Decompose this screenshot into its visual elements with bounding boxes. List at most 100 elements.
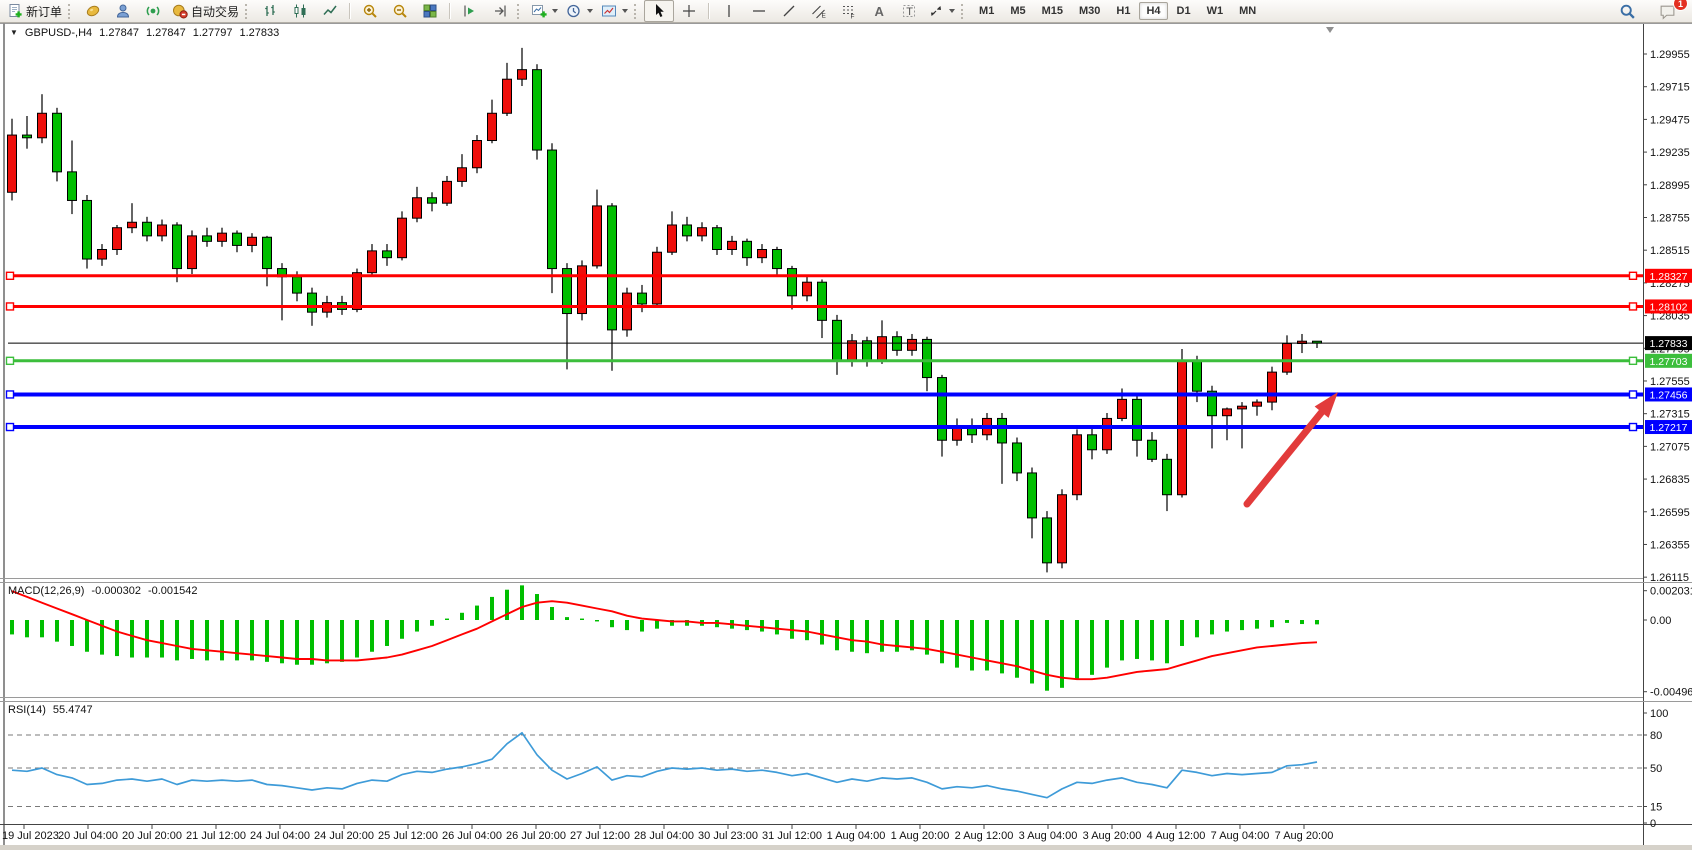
macd-histogram-bar xyxy=(535,594,539,620)
hline-anchor[interactable] xyxy=(5,302,15,311)
candle-chart-mode-button[interactable] xyxy=(285,0,315,22)
zoom-in-button[interactable] xyxy=(355,0,385,22)
text-tool-button[interactable]: A xyxy=(864,0,894,22)
macd-tick-label: 0.00 xyxy=(1650,615,1671,627)
hline-anchor[interactable] xyxy=(1628,422,1638,432)
chart-shift-button[interactable] xyxy=(485,0,515,22)
line-chart-mode-button[interactable] xyxy=(315,0,345,22)
toolbar-separator xyxy=(349,3,352,19)
period-button[interactable] xyxy=(562,0,597,22)
hline-anchor[interactable] xyxy=(1628,356,1638,366)
zoom-out-icon xyxy=(393,4,407,18)
autotrade-button[interactable]: 自动交易 xyxy=(168,0,243,22)
auto-scroll-button[interactable] xyxy=(455,0,485,22)
cursor-tool-button[interactable] xyxy=(644,0,675,22)
toolbar-separator xyxy=(708,3,711,19)
macd-histogram-bar xyxy=(1180,620,1184,646)
add-indicator-button[interactable] xyxy=(527,0,562,22)
symbol-dropdown-icon[interactable]: ▼ xyxy=(10,28,18,37)
candle xyxy=(727,235,737,255)
price-tick-label: 1.27555 xyxy=(1650,376,1690,388)
bar-chart-mode-button[interactable] xyxy=(255,0,285,22)
macd-name: MACD(12,26,9) xyxy=(8,585,85,597)
macd-histogram-bar xyxy=(1030,620,1034,684)
candle xyxy=(1057,489,1067,569)
timeframe-m15[interactable]: M15 xyxy=(1041,5,1063,17)
candle xyxy=(187,230,197,275)
candle-body xyxy=(757,249,767,259)
search-button[interactable] xyxy=(1612,0,1642,22)
timeframe-h1[interactable]: H1 xyxy=(1116,5,1131,17)
candle xyxy=(202,227,212,247)
hline-anchor[interactable] xyxy=(1628,390,1638,399)
svg-text:T: T xyxy=(906,6,913,18)
channel-tool-button[interactable]: E xyxy=(804,0,834,22)
horizontal-line-tool-button[interactable] xyxy=(744,0,774,22)
hline-anchor[interactable] xyxy=(5,422,15,432)
signals-button[interactable] xyxy=(138,0,168,22)
macd-histogram-bar xyxy=(610,620,614,628)
macd-histogram-bar xyxy=(145,620,149,658)
arrow-shaft[interactable] xyxy=(1243,404,1329,508)
candle xyxy=(592,189,602,269)
tile-windows-button[interactable] xyxy=(415,0,445,22)
timeframe-m5[interactable]: M5 xyxy=(1010,5,1026,17)
macd-histogram-bar xyxy=(1210,620,1214,635)
macd-histogram-bar xyxy=(85,620,89,652)
community-button[interactable] xyxy=(108,0,138,22)
trendline-tool-button[interactable] xyxy=(774,0,804,22)
macd-histogram-bar xyxy=(1225,620,1229,632)
paint-palette-icon xyxy=(86,5,100,17)
timeframe-mn[interactable]: MN xyxy=(1239,5,1257,17)
macd-histogram-bar xyxy=(235,620,239,661)
candle-body xyxy=(772,249,782,270)
candle-body xyxy=(907,338,917,351)
zoom-out-button[interactable] xyxy=(385,0,415,22)
text-label-tool-button[interactable]: T xyxy=(894,0,924,22)
hline-anchor[interactable] xyxy=(1628,302,1638,311)
candle-body xyxy=(442,180,452,204)
rsi-line xyxy=(11,731,1318,799)
timeframe-d1[interactable]: D1 xyxy=(1176,5,1191,17)
chart-title: ▼ GBPUSD-,H4 1.27847 1.27847 1.27797 1.2… xyxy=(10,27,279,39)
arrow-annotation[interactable] xyxy=(1243,392,1338,508)
candle-body xyxy=(637,292,647,305)
price-tick-label: 1.27315 xyxy=(1650,409,1690,421)
ohlc-open: 1.27847 xyxy=(99,27,139,39)
candle-body xyxy=(127,221,137,229)
candle-body xyxy=(622,292,632,331)
hline-anchor[interactable] xyxy=(1628,271,1638,280)
crosshair-tool-button[interactable] xyxy=(674,0,704,22)
price-tag-label: 1.27703 xyxy=(1650,356,1688,368)
line-chart-icon xyxy=(323,5,337,15)
timeframe-m1[interactable]: M1 xyxy=(979,5,995,17)
candle-body xyxy=(1237,405,1247,410)
candle xyxy=(1147,432,1157,463)
candle xyxy=(532,64,542,160)
arrow-head[interactable] xyxy=(1314,392,1338,418)
hline-anchor[interactable] xyxy=(5,390,15,399)
template-button[interactable] xyxy=(597,0,632,22)
candle-body xyxy=(742,240,752,259)
arrows-tool-button[interactable] xyxy=(924,0,959,22)
styler-button[interactable] xyxy=(78,0,108,22)
chat-button[interactable]: 1 xyxy=(1652,0,1688,22)
candle-body xyxy=(607,205,617,331)
vertical-line-tool-button[interactable] xyxy=(714,0,744,22)
candle-body xyxy=(1012,442,1022,474)
macd-histogram-bar xyxy=(850,620,854,652)
hline-anchor[interactable] xyxy=(5,271,15,280)
auto-scroll-icon xyxy=(464,5,475,17)
timeframe-w1[interactable]: W1 xyxy=(1206,5,1224,17)
time-label: 7 Aug 20:00 xyxy=(1275,830,1334,842)
fibonacci-tool-button[interactable]: F xyxy=(834,0,864,22)
new-order-button[interactable]: 新订单 xyxy=(3,0,66,22)
candle xyxy=(427,192,437,212)
hline-anchor[interactable] xyxy=(5,356,15,366)
macd-histogram-bar xyxy=(955,620,959,668)
timeframe-m30[interactable]: M30 xyxy=(1079,5,1101,17)
timeframe-h4[interactable]: H4 xyxy=(1139,2,1168,20)
main-toolbar: 新订单 自动交易 xyxy=(0,0,1692,23)
price-tag-label: 1.27217 xyxy=(1650,422,1688,434)
macd-histogram-bar xyxy=(940,620,944,664)
